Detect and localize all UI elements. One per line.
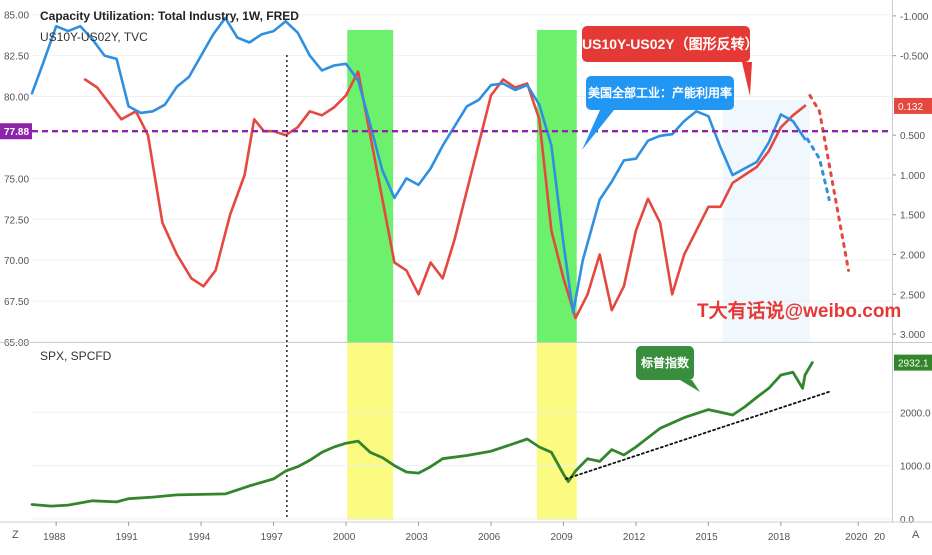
bottom-panel-bg (32, 343, 892, 520)
capacity-line (30, 16, 807, 314)
left-tick-label: 72.50 (4, 215, 29, 226)
x-tick-label: 20 (874, 532, 886, 543)
spread-line (83, 70, 807, 320)
yield-spread-callout: US10Y-US02Y（图形反转） (582, 26, 759, 62)
spx-trendline (565, 390, 833, 480)
spx-legend: SPX, SPCFD (40, 349, 112, 363)
recession-band-bottom (347, 343, 394, 520)
threshold-badge (0, 123, 32, 140)
x-tick-label: 1994 (188, 532, 211, 543)
spread-last-value: 0.132 (898, 102, 923, 113)
spx-tick-label: 1000.0 (900, 462, 931, 473)
right-tick-label: 2.500 (900, 290, 925, 301)
blue-callout-pointer (582, 110, 614, 150)
spx-last-value: 2932.1 (898, 359, 929, 370)
x-tick-label: 2020 (845, 532, 868, 543)
x-tick-label: 2015 (695, 532, 718, 543)
timezone-button[interactable]: Z (12, 529, 19, 541)
left-tick-label: 70.00 (4, 256, 29, 267)
right-tick-label: 1.000 (900, 171, 925, 182)
spread-last-badge (894, 97, 932, 114)
left-tick-label: 82.50 (4, 52, 29, 63)
recent-shading (722, 100, 810, 342)
right-tick-label: -0.500 (900, 52, 929, 63)
auto-scale-button[interactable]: A (912, 529, 920, 541)
right-tick-label: 0.500 (900, 131, 925, 142)
x-tick-label: 2003 (406, 532, 429, 543)
spread-projection (808, 93, 850, 272)
spx-callout: 标普指数 (636, 346, 694, 380)
spx-line (30, 361, 814, 508)
green-callout-pointer (680, 380, 700, 392)
right-tick-label: 2.000 (900, 251, 925, 262)
x-tick-label: 2009 (550, 532, 573, 543)
x-tick-label: 1997 (261, 532, 284, 543)
x-tick-label: 2000 (333, 532, 356, 543)
right-tick-label: 3.000 (900, 330, 925, 341)
left-tick-label: 67.50 (4, 297, 29, 308)
threshold-label: 77.88 (4, 127, 29, 138)
chart-title: Capacity Utilization: Total Industry, 1W… (40, 9, 299, 23)
recession-band-bottom (536, 343, 577, 520)
x-tick-label: 2012 (623, 532, 646, 543)
capacity-callout: 美国全部工业：产能利用率 (586, 76, 734, 110)
spx-tick-label: 0.0 (900, 515, 914, 526)
x-tick-label: 1991 (116, 532, 139, 543)
watermark: T大有话说@weibo.com (697, 301, 902, 322)
left-tick-label: 75.00 (4, 174, 29, 185)
spx-last-badge (894, 354, 932, 371)
left-tick-label: 80.00 (4, 93, 29, 104)
x-tick-label: 1988 (43, 532, 66, 543)
right-tick-label: 1.500 (900, 211, 925, 222)
recession-band-top (347, 30, 394, 342)
chart-subtitle: US10Y-US02Y, TVC (40, 30, 148, 44)
red-callout-pointer (742, 62, 752, 96)
x-tick-label: 2006 (478, 532, 501, 543)
x-tick-label: 2018 (768, 532, 791, 543)
capacity-projection (805, 137, 831, 202)
left-tick-label: 65.00 (4, 338, 29, 349)
left-tick-label: 85.00 (4, 11, 29, 22)
spx-tick-label: 2000.0 (900, 408, 931, 419)
right-tick-label: -1.000 (900, 12, 929, 23)
